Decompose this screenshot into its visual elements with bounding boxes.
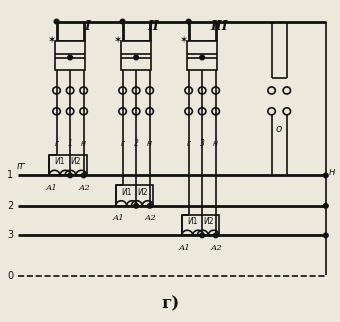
Text: н: н xyxy=(328,167,335,177)
Text: 2: 2 xyxy=(7,201,14,211)
Text: г: г xyxy=(54,139,58,148)
Circle shape xyxy=(200,55,205,60)
Text: А1: А1 xyxy=(46,184,57,192)
Bar xyxy=(116,185,153,206)
Circle shape xyxy=(200,233,205,238)
Text: н: н xyxy=(213,139,218,148)
Circle shape xyxy=(134,204,138,208)
Text: ✶: ✶ xyxy=(113,35,121,45)
Text: А2: А2 xyxy=(211,243,223,251)
Bar xyxy=(187,41,217,70)
Circle shape xyxy=(147,204,152,208)
Bar xyxy=(121,41,151,70)
Circle shape xyxy=(186,19,191,24)
Circle shape xyxy=(68,55,72,60)
Text: А1: А1 xyxy=(178,243,190,251)
Text: 3: 3 xyxy=(200,139,205,148)
Text: 0: 0 xyxy=(7,271,14,281)
Circle shape xyxy=(68,173,72,178)
Circle shape xyxy=(323,233,328,238)
Text: н: н xyxy=(81,139,86,148)
Circle shape xyxy=(54,19,59,24)
Text: И2: И2 xyxy=(71,157,81,166)
Text: 2: 2 xyxy=(134,139,139,148)
Circle shape xyxy=(323,204,328,208)
Text: II: II xyxy=(147,20,159,33)
Text: А1: А1 xyxy=(112,214,124,222)
Bar xyxy=(182,214,219,235)
Text: 1: 1 xyxy=(7,170,14,180)
Text: А2: А2 xyxy=(79,184,90,192)
Circle shape xyxy=(134,55,138,60)
Text: 1: 1 xyxy=(68,139,72,148)
Text: И1: И1 xyxy=(187,217,198,226)
Text: г: г xyxy=(17,161,22,171)
Text: И1: И1 xyxy=(121,188,132,197)
Text: 3: 3 xyxy=(7,230,14,241)
Circle shape xyxy=(323,173,328,178)
Text: о: о xyxy=(276,124,283,134)
Text: А2: А2 xyxy=(145,214,157,222)
Text: И2: И2 xyxy=(137,188,148,197)
Text: I: I xyxy=(84,20,90,33)
Text: ✶: ✶ xyxy=(47,35,55,45)
Text: III: III xyxy=(210,20,228,33)
Text: И1: И1 xyxy=(55,157,65,166)
Circle shape xyxy=(81,173,86,178)
Circle shape xyxy=(120,19,125,24)
Text: г: г xyxy=(187,139,191,148)
Text: н: н xyxy=(147,139,152,148)
Text: г): г) xyxy=(161,295,179,312)
Text: И2: И2 xyxy=(203,217,214,226)
Circle shape xyxy=(213,233,218,238)
Text: г: г xyxy=(19,161,24,171)
Text: г: г xyxy=(121,139,124,148)
Text: ✶: ✶ xyxy=(179,35,187,45)
Bar xyxy=(49,155,87,175)
Bar xyxy=(55,41,85,70)
